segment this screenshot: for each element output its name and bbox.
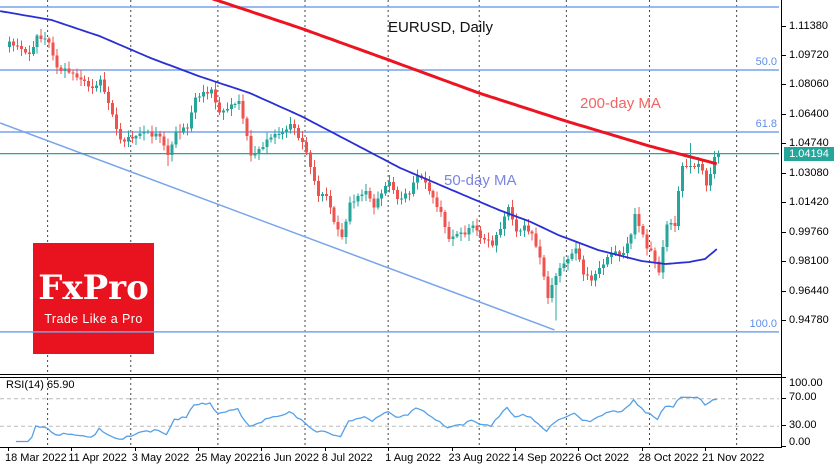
price-axis-label: 1.03080 [789,166,829,179]
price-tick [782,290,786,292]
fxpro-logo: FxPro Trade Like a Pro [33,243,154,354]
rsi-tick [782,377,786,378]
ma50-line[interactable] [0,10,718,265]
current-price-badge: 1.04194 [784,146,834,161]
price-tick [782,261,786,263]
date-tick [704,448,706,451]
date-tick [641,448,643,451]
date-tick [451,448,453,451]
candles-layer[interactable] [8,29,720,321]
price-axis-label: 1.01420 [789,196,829,209]
date-axis-label: 8 Jul 2022 [321,452,373,464]
rsi-tick [782,425,786,427]
date-tick [134,448,136,451]
price-axis-label: 1.08060 [789,78,829,91]
price-axis-label: 0.99760 [789,225,829,238]
price-tick [782,84,786,86]
rsi-axis-label: 30.00 [789,418,817,431]
fxpro-logo-tagline: Trade Like a Pro [44,312,143,326]
fib-level-label-618: 61.8 [755,118,777,131]
rsi-panel[interactable] [0,377,781,448]
fib-level-label-100: 100.0 [749,317,777,330]
panel-separator [0,374,781,375]
price-tick [782,172,786,174]
date-tick [514,448,516,451]
rsi-line [15,396,717,443]
price-tick [782,113,786,115]
date-tick [71,448,73,451]
price-tick [782,143,786,145]
ma200-line[interactable] [210,0,718,166]
price-tick [782,202,786,204]
price-tick [782,231,786,233]
ma50-label: 50-day MA [444,172,517,189]
date-axis-label: 16 Jun 2022 [258,452,319,464]
date-axis-label: 21 Nov 2022 [701,452,765,464]
date-tick [198,448,200,451]
price-axis[interactable]: 1.04194 1.11380 1.09720 1.08060 1.06400 1.04… [781,0,835,448]
price-axis-label: 0.94780 [789,314,829,327]
rsi-tick [782,397,786,399]
price-tick [782,25,786,27]
date-axis-label: 3 May 2022 [131,452,190,464]
date-tick [324,448,326,451]
chart-title: EURUSD, Daily [388,19,494,36]
price-axis-label: 0.96440 [789,284,829,297]
date-tick [578,448,580,451]
time-axis[interactable]: 18 Mar 2022 11 Apr 2022 3 May 2022 25 May 2… [0,448,835,470]
date-axis-label: 11 Apr 2022 [68,452,127,464]
date-axis-label: 6 Oct 2022 [575,452,630,464]
price-tick [782,320,786,322]
date-axis-label: 14 Sep 2022 [511,452,575,464]
date-tick [261,448,263,451]
date-axis-label: 18 Mar 2022 [5,452,67,464]
price-axis-label: 1.04740 [789,137,829,150]
ma200-label: 200-day MA [580,95,661,112]
date-axis-label: 28 Oct 2022 [638,452,699,464]
date-tick [388,448,390,451]
price-axis-label: 1.11380 [789,19,828,32]
rsi-chart-canvas[interactable] [0,378,781,447]
fib-level-label-50: 50.0 [755,56,777,69]
rsi-axis-label: 0.00 [789,435,811,448]
descending-trendline[interactable] [0,122,555,331]
rsi-axis-label: 100.00 [789,376,823,389]
fxpro-logo-text: FxPro [38,268,149,308]
price-chart-canvas[interactable] [0,0,781,374]
date-tick [8,448,9,451]
date-axis-label: 23 Aug 2022 [448,452,511,464]
price-axis-label: 0.98100 [789,255,829,268]
rsi-tick [782,446,786,447]
price-tick [782,54,786,56]
price-axis-label: 1.09720 [789,48,829,61]
rsi-axis-label: 70.00 [789,391,817,404]
date-axis-label: 1 Aug 2022 [385,452,441,464]
rsi-indicator-label: RSI(14) 65.90 [6,379,75,391]
date-axis-label: 25 May 2022 [195,452,259,464]
price-axis-label: 1.06400 [789,107,829,120]
